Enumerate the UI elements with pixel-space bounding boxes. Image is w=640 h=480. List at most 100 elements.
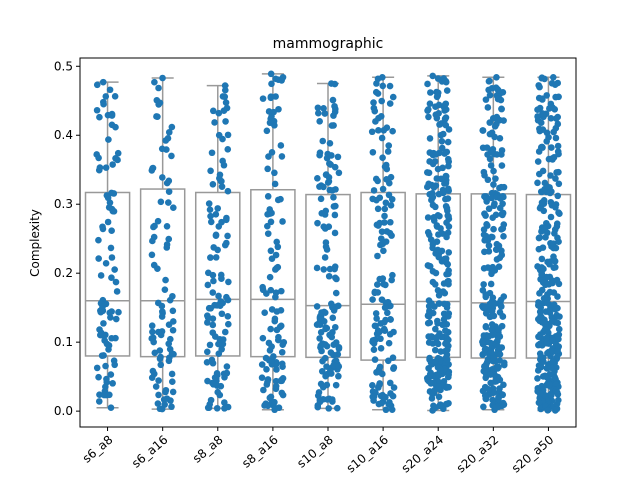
data-point — [490, 181, 497, 188]
data-point — [390, 364, 398, 371]
data-point — [556, 313, 563, 320]
data-point — [207, 254, 214, 261]
data-point — [485, 333, 492, 341]
data-point — [316, 118, 323, 125]
data-point — [321, 254, 329, 261]
data-point — [443, 233, 450, 241]
data-point — [165, 321, 173, 329]
data-point — [156, 405, 164, 413]
data-point — [481, 363, 489, 371]
data-point — [208, 149, 216, 157]
data-point — [426, 158, 433, 165]
data-point — [166, 296, 174, 304]
data-point — [553, 400, 561, 408]
data-point — [481, 248, 488, 256]
data-point — [378, 228, 386, 235]
data-point — [431, 158, 439, 165]
data-point — [379, 185, 387, 193]
data-point — [432, 325, 439, 333]
data-point — [553, 220, 561, 227]
data-point — [161, 286, 169, 293]
data-point — [210, 381, 217, 388]
data-point — [266, 273, 274, 281]
data-point — [543, 339, 550, 347]
data-point — [102, 164, 110, 171]
data-point — [539, 144, 546, 151]
data-point — [207, 218, 215, 226]
data-point — [377, 345, 385, 352]
data-point — [326, 265, 334, 273]
data-point — [319, 137, 327, 145]
data-point — [169, 307, 177, 315]
data-point — [224, 232, 231, 240]
data-point — [210, 277, 217, 285]
data-point — [535, 245, 543, 253]
data-point — [278, 389, 286, 397]
data-point — [370, 346, 378, 353]
data-point — [479, 338, 486, 346]
data-point — [480, 403, 487, 411]
data-point — [279, 218, 286, 225]
data-point — [154, 217, 162, 225]
data-point — [386, 82, 394, 90]
data-point — [224, 131, 232, 139]
data-point — [384, 148, 392, 155]
data-point — [163, 223, 171, 230]
data-point — [222, 118, 229, 125]
data-point — [434, 333, 441, 341]
data-point — [496, 254, 504, 262]
data-point — [480, 281, 487, 288]
data-point — [442, 121, 450, 129]
data-point — [427, 380, 435, 387]
data-point — [165, 235, 173, 243]
data-point — [543, 299, 551, 307]
data-point — [554, 319, 562, 327]
data-point — [224, 313, 232, 320]
data-point — [277, 307, 285, 314]
data-point — [387, 316, 394, 323]
data-point — [439, 186, 447, 194]
data-point — [316, 315, 324, 322]
data-point — [324, 179, 332, 186]
data-point — [274, 263, 282, 271]
data-point — [322, 372, 329, 380]
data-point — [114, 156, 121, 164]
data-point — [493, 240, 501, 248]
data-point — [224, 187, 232, 195]
data-point — [426, 356, 433, 363]
data-point — [425, 113, 432, 121]
data-point — [497, 195, 504, 202]
data-point — [388, 276, 395, 284]
data-point — [541, 321, 549, 329]
data-point — [432, 269, 440, 277]
data-point — [111, 361, 118, 369]
data-point — [219, 157, 226, 165]
data-point — [551, 230, 558, 237]
data-point — [267, 325, 274, 333]
data-point — [479, 127, 487, 134]
data-point — [265, 108, 273, 115]
data-point — [102, 260, 110, 267]
data-point — [207, 167, 214, 175]
data-point — [491, 123, 499, 130]
data-point — [389, 93, 397, 101]
data-point — [480, 231, 488, 238]
points-s20_a32 — [479, 74, 508, 414]
data-point — [499, 209, 507, 217]
data-point — [207, 305, 215, 312]
data-point — [97, 331, 104, 339]
data-point — [332, 381, 340, 389]
data-point — [496, 309, 504, 316]
data-point — [158, 145, 166, 153]
data-point — [541, 391, 549, 399]
data-point — [331, 108, 339, 116]
data-point — [534, 158, 542, 165]
data-point — [225, 320, 232, 328]
y-tick-label: 0.1 — [54, 335, 73, 349]
data-point — [209, 289, 217, 296]
data-point — [390, 328, 397, 336]
data-point — [274, 243, 282, 251]
data-point — [100, 391, 108, 399]
data-point — [442, 78, 450, 86]
data-point — [158, 313, 166, 320]
